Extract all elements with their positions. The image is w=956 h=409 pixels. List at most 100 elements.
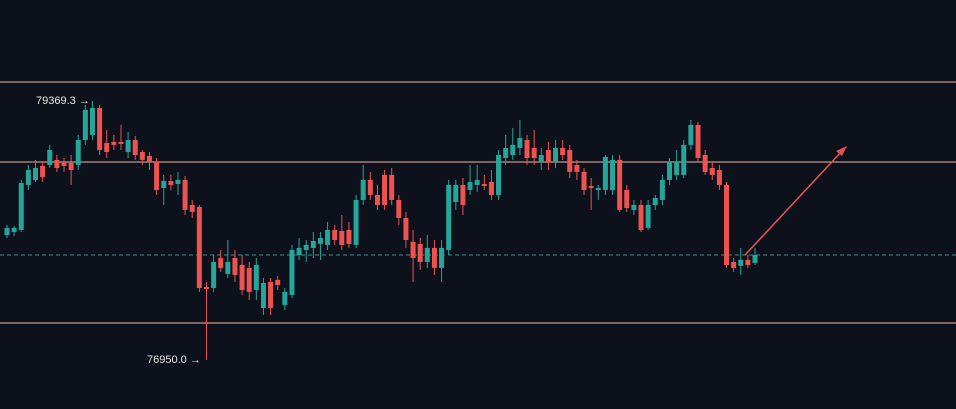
candle-body [524, 140, 530, 158]
candle-body [610, 159, 616, 191]
candle-body [403, 217, 409, 241]
candle-body [474, 179, 480, 185]
candle-body [25, 169, 31, 185]
candle-body [645, 204, 651, 228]
candle-body [111, 141, 117, 145]
candle-body [75, 140, 81, 165]
candle-body [275, 279, 281, 285]
candle-body [424, 247, 430, 262]
candle-body [695, 124, 701, 158]
candle-body [488, 181, 494, 195]
candle-body [417, 243, 423, 262]
candle-body [367, 179, 373, 195]
candle-body [239, 264, 245, 291]
candle-body [382, 174, 388, 205]
candle-body [18, 182, 24, 230]
candle-body [203, 287, 209, 289]
candle-body [460, 184, 466, 205]
candle-body [246, 267, 252, 292]
candle-body [709, 167, 715, 175]
candle-body [360, 179, 366, 200]
candle-body [40, 165, 46, 177]
candle-body [595, 187, 601, 191]
candle-body [745, 259, 751, 265]
candle-body [268, 281, 274, 308]
candle-body [11, 227, 17, 232]
candle-body [32, 167, 38, 180]
candle-body [602, 156, 608, 191]
candle-body [652, 197, 658, 205]
candle-body [588, 185, 594, 188]
candle-body [253, 264, 259, 291]
candle-body [431, 247, 437, 268]
candle-body [211, 261, 217, 288]
candle-body [581, 171, 587, 191]
candle-body [161, 181, 167, 188]
candle-body [702, 154, 708, 172]
candle-body [624, 190, 630, 208]
candle-body [752, 254, 758, 263]
candle-body [517, 137, 523, 148]
low-annotation: 76950.0 → [147, 354, 201, 366]
candle-body [731, 261, 737, 268]
candle-body [218, 257, 224, 268]
candle-body [289, 249, 295, 295]
candle-body [97, 107, 103, 150]
candle-body [353, 199, 359, 245]
candle-body [638, 204, 644, 230]
candle-body [446, 184, 452, 250]
candle-body [738, 259, 744, 266]
candle-body [125, 140, 131, 152]
candle-body [496, 154, 502, 195]
candle-body [146, 155, 152, 162]
candle-body [574, 164, 580, 172]
candle-body [260, 282, 266, 308]
arrow-head [836, 146, 847, 156]
candle-body [182, 179, 188, 210]
candle-body [303, 244, 309, 250]
candle-body [439, 247, 445, 268]
candle-body [154, 161, 160, 191]
candle-body [659, 179, 665, 200]
candle-body [688, 124, 694, 145]
candle-body [196, 206, 202, 288]
candle-body [389, 174, 395, 200]
candle-body [118, 141, 124, 144]
candle-body [325, 229, 331, 245]
candle-body [503, 147, 509, 158]
candle-body [54, 159, 60, 168]
candle-body [68, 162, 74, 170]
candle-body [296, 247, 302, 255]
candle-body [47, 149, 53, 165]
candle-body [481, 184, 487, 186]
candle-body [89, 107, 95, 135]
candle-body [139, 151, 145, 160]
candle-body [667, 161, 673, 180]
candle-body [724, 184, 730, 265]
candle-body [681, 144, 687, 175]
candle-body [4, 227, 10, 235]
candle-body [467, 181, 473, 191]
candle-body [61, 162, 67, 166]
candle-body [374, 194, 380, 205]
candle-body [716, 169, 722, 185]
candle-body [567, 149, 573, 172]
trend-arrow [744, 149, 844, 256]
candle-body [104, 143, 110, 152]
candle-body [510, 144, 516, 155]
candles [4, 100, 758, 361]
candle-body [175, 179, 181, 185]
candle-body [317, 237, 323, 244]
candle-body [310, 240, 316, 248]
candle-body [674, 161, 680, 175]
candle-body [82, 109, 88, 141]
candle-body [560, 147, 566, 155]
candle-body [232, 257, 238, 275]
candle-body [132, 140, 138, 155]
candle-body [339, 231, 345, 245]
candle-body [168, 181, 174, 185]
candle-body [189, 204, 195, 212]
candle-body [545, 149, 551, 162]
